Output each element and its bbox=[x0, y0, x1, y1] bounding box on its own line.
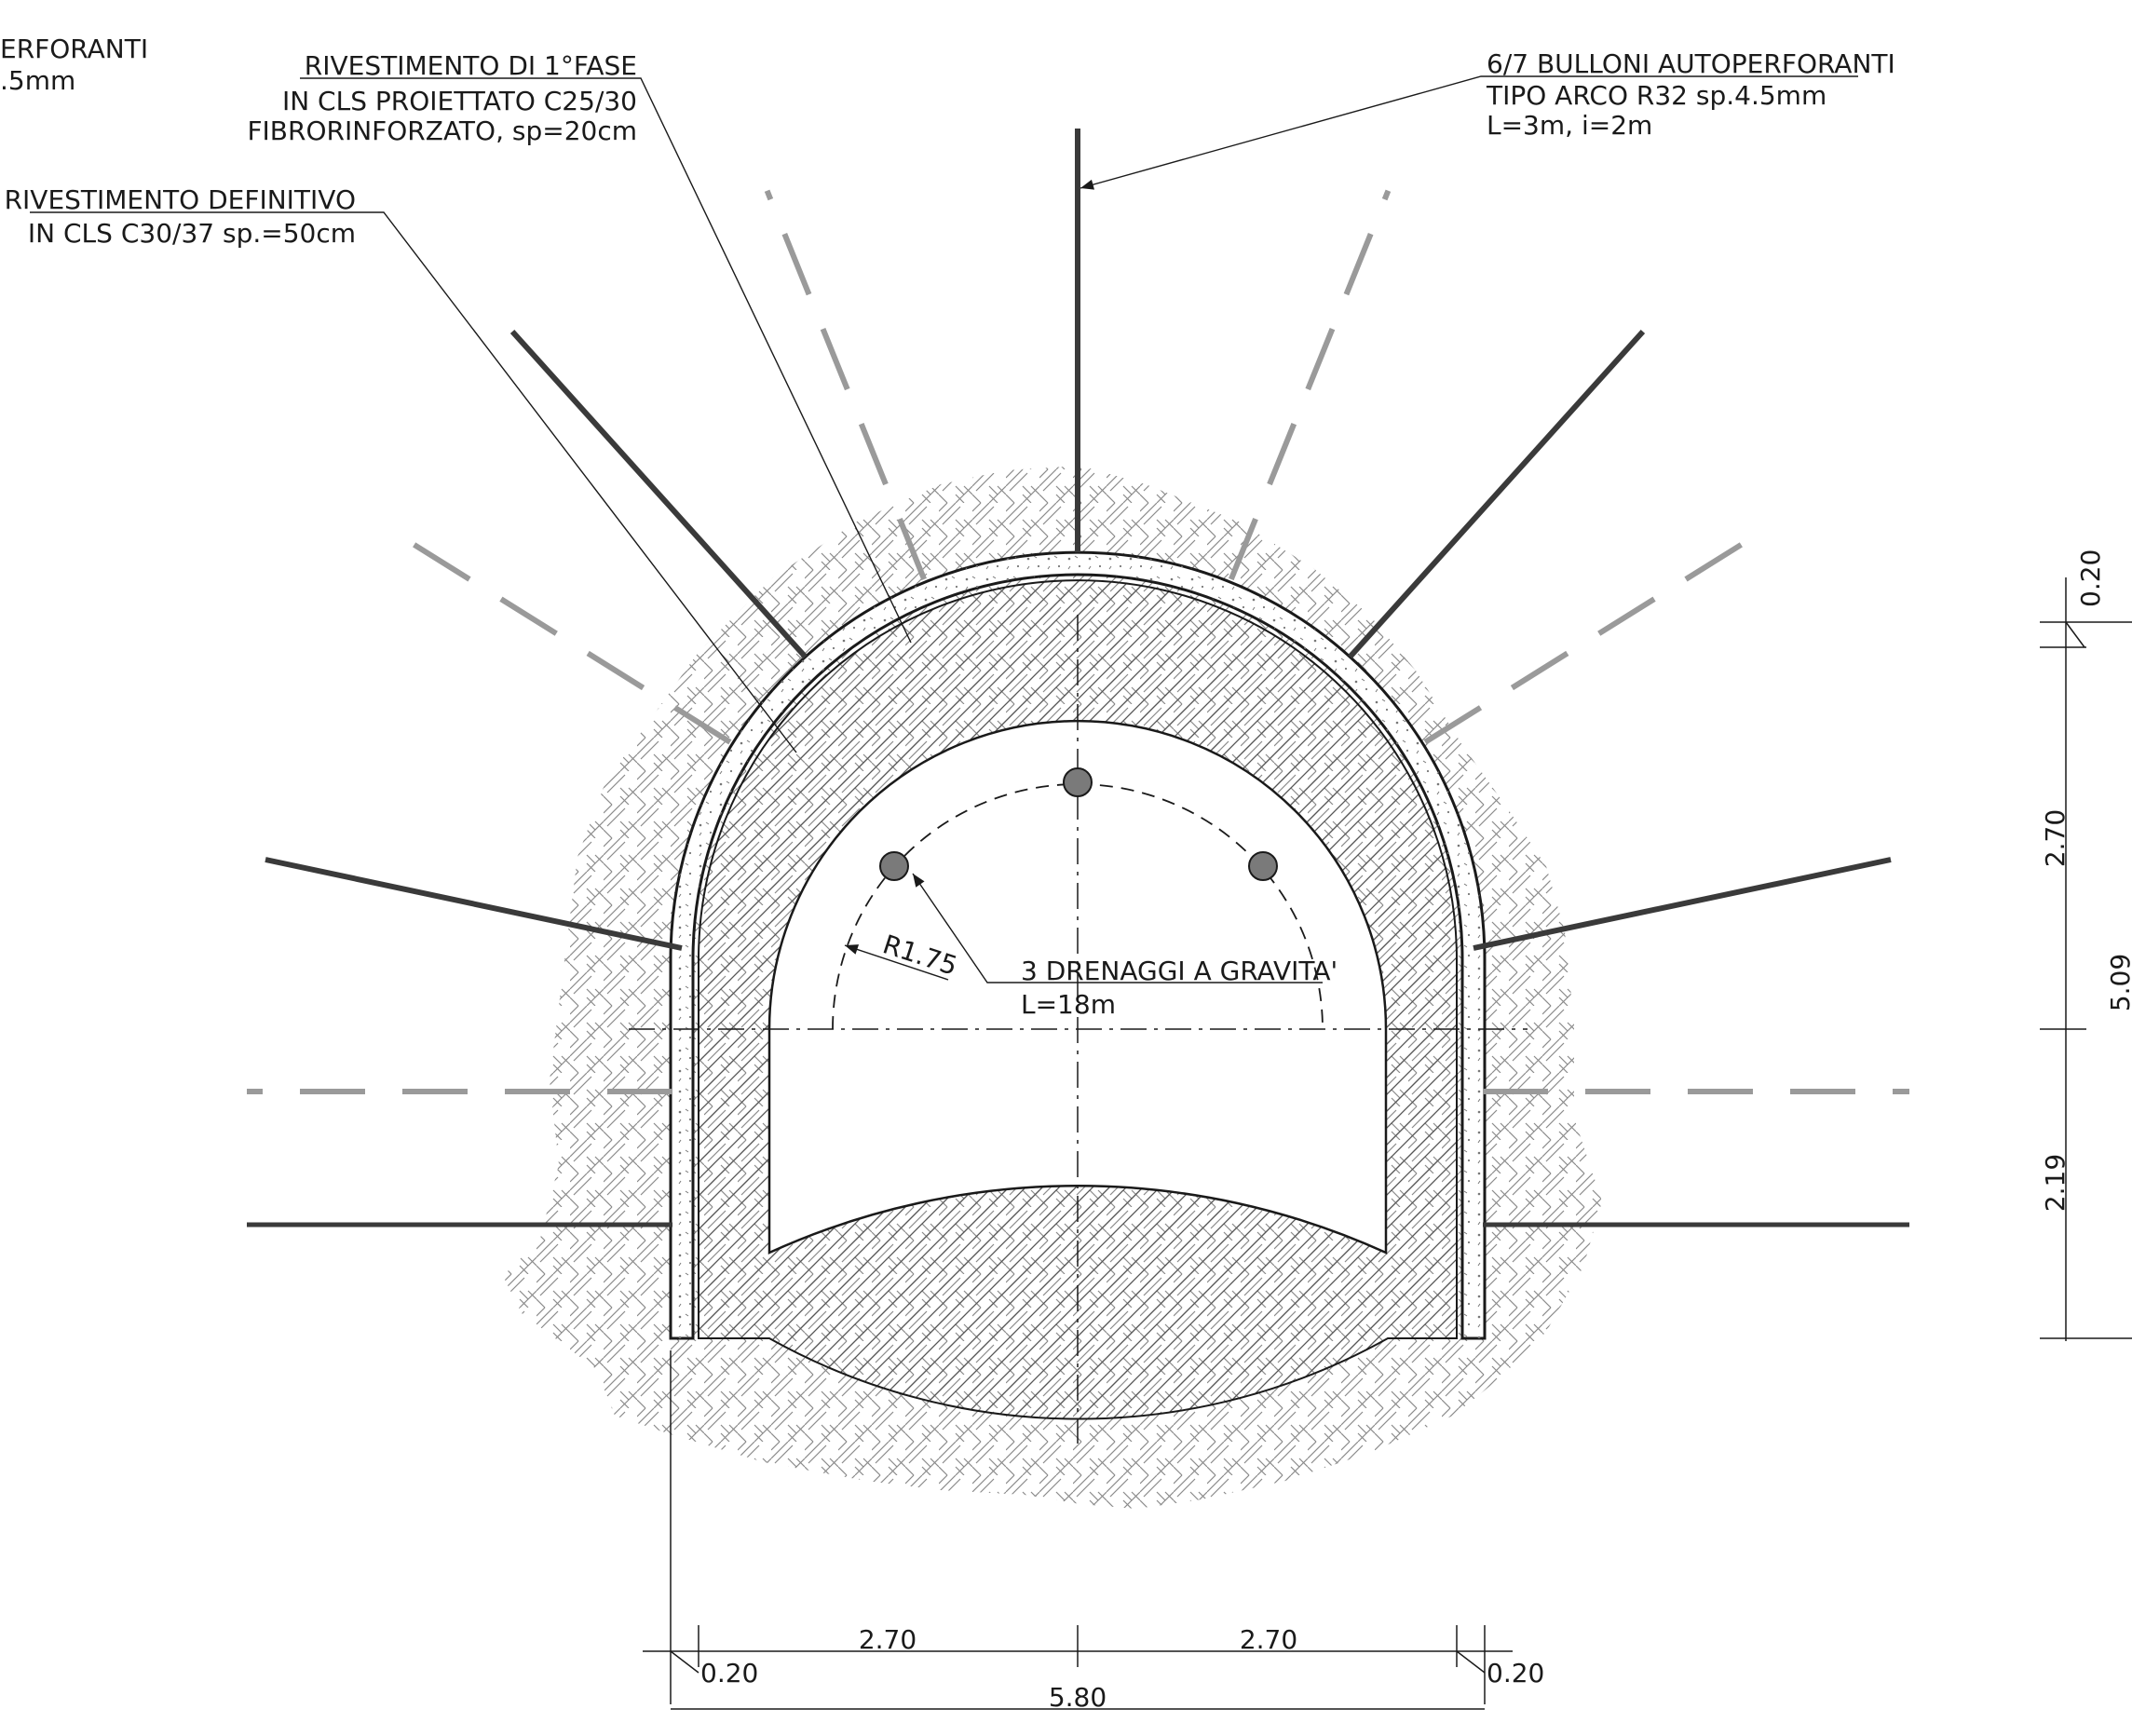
label-first-phase-l1: RIVESTIMENTO DI 1°FASE bbox=[305, 50, 637, 81]
leader-radius bbox=[844, 944, 949, 981]
dim-bottom-left-half: 2.70 bbox=[859, 1624, 917, 1655]
bottom-dimension bbox=[643, 1350, 1513, 1710]
leader-first-phase bbox=[300, 77, 912, 644]
leader-definitive bbox=[30, 211, 797, 753]
dim-right-top-wall: 0.20 bbox=[2075, 549, 2106, 607]
label-first-phase-l3: FIBRORINFORZATO, sp=20cm bbox=[247, 115, 637, 146]
dim-right-arch: 2.70 bbox=[2040, 809, 2071, 867]
rock-bolt-faded bbox=[1423, 522, 1774, 745]
leader-bolts bbox=[1080, 75, 1858, 190]
rock-bolt-solid bbox=[1348, 329, 1646, 659]
dim-right-lower: 2.19 bbox=[2040, 1154, 2071, 1212]
drain-pipe-top bbox=[1063, 767, 1093, 797]
drain-pipe-left bbox=[879, 851, 909, 881]
label-bolts-l1: 6/7 BULLONI AUTOPERFORANTI bbox=[1487, 48, 1895, 79]
right-dimension bbox=[2040, 577, 2132, 1341]
dim-bottom-total: 5.80 bbox=[1049, 1682, 1107, 1713]
label-definitive-l1: RIVESTIMENTO DEFINITIVO bbox=[5, 184, 356, 215]
rock-bolt-faded bbox=[381, 522, 732, 745]
rock-bolt-faded bbox=[764, 189, 927, 581]
label-definitive-l2: IN CLS C30/37 sp.=50cm bbox=[28, 218, 356, 249]
rock-bolt-faded bbox=[1229, 189, 1392, 581]
rock-bolts-group bbox=[247, 129, 1909, 1227]
leader-drains bbox=[912, 873, 1323, 983]
rock-bolt-solid bbox=[265, 857, 683, 951]
dim-bottom-right-wall: 0.20 bbox=[1487, 1658, 1544, 1689]
label-first-phase-l2: IN CLS PROIETTATO C25/30 bbox=[282, 86, 637, 116]
dim-bottom-left-wall: 0.20 bbox=[700, 1658, 758, 1689]
dim-bottom-right-half: 2.70 bbox=[1240, 1624, 1297, 1655]
label-drains-l2: L=18m bbox=[1021, 989, 1116, 1020]
label-drains-l1: 3 DRENAGGI A GRAVITA' bbox=[1021, 956, 1338, 986]
rock-bolt-solid bbox=[509, 329, 808, 659]
label-bolts-l3: L=3m, i=2m bbox=[1487, 110, 1652, 141]
drain-arc bbox=[832, 783, 1324, 1030]
label-top-left-l2: .5mm bbox=[0, 65, 75, 96]
label-top-left-l1: ERFORANTI bbox=[0, 34, 148, 64]
label-bolts-l2: TIPO ARCO R32 sp.4.5mm bbox=[1486, 80, 1826, 111]
dim-right-total: 5.09 bbox=[2105, 954, 2132, 1011]
rock-bolt-solid bbox=[1473, 857, 1892, 951]
drain-pipe-right bbox=[1248, 851, 1278, 881]
